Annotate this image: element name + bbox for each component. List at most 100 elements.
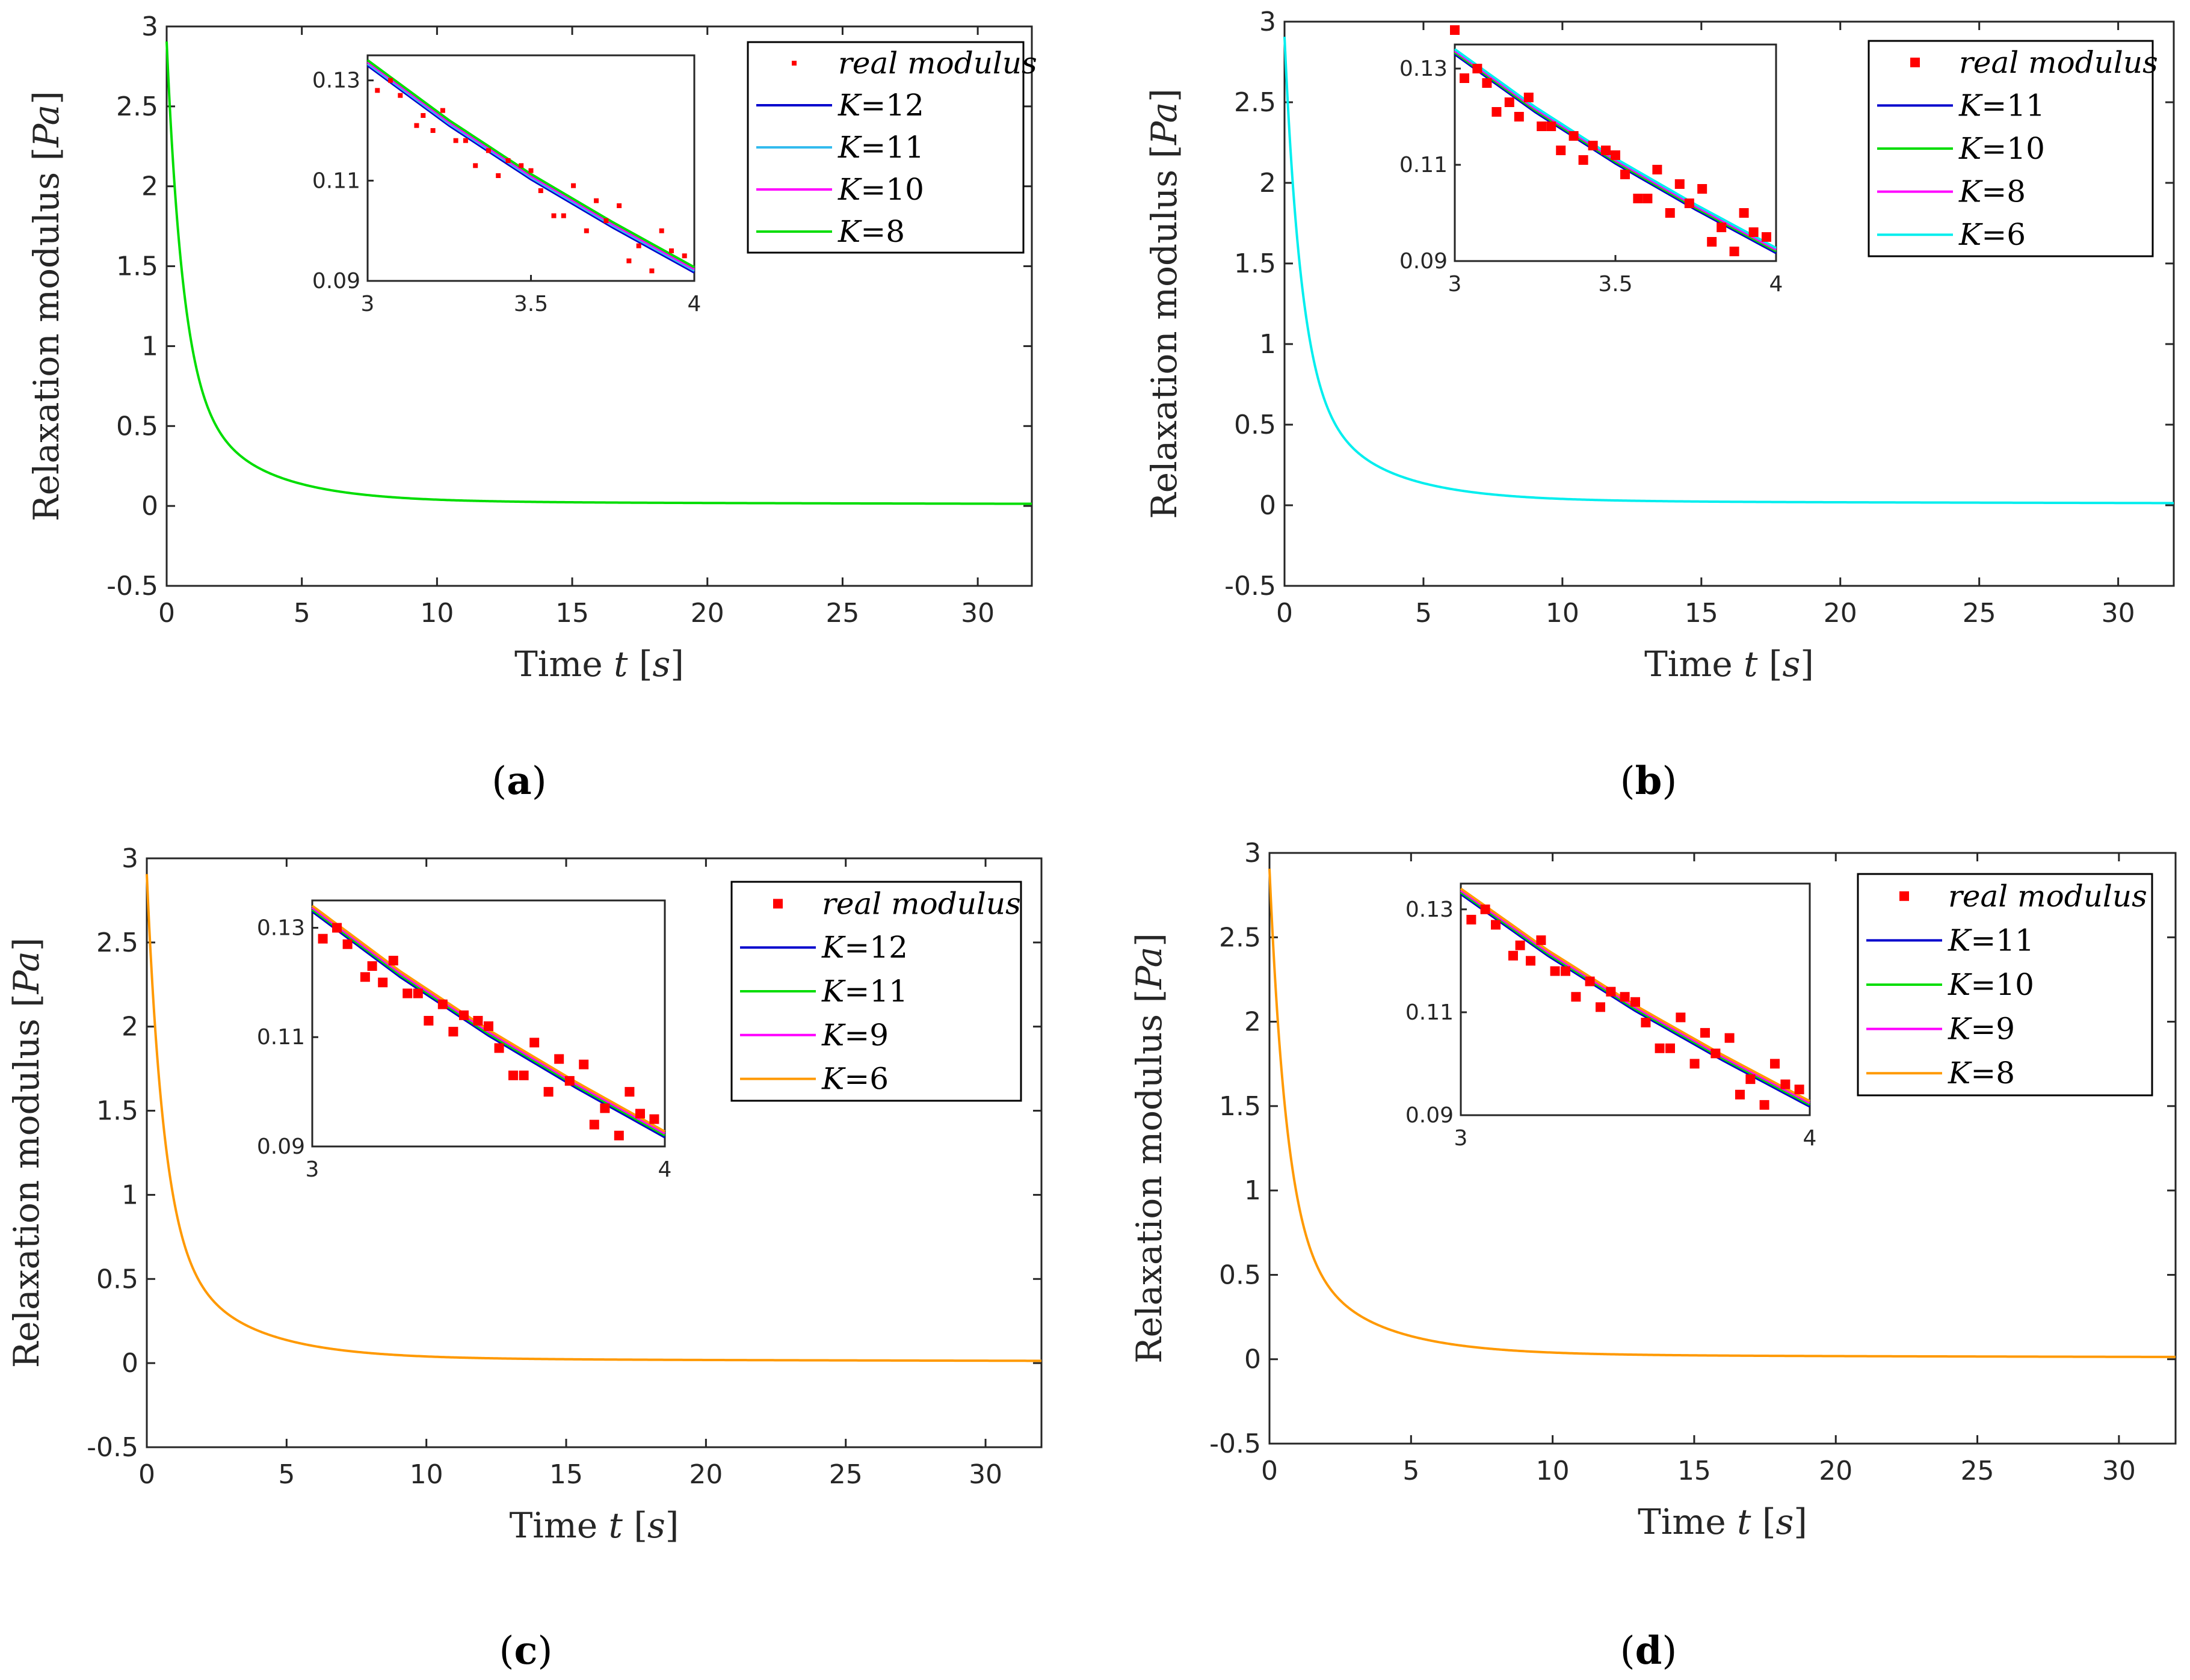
inset-x-tick-label: 4 <box>658 1157 672 1182</box>
legend-label: K=8 <box>1948 1056 2015 1091</box>
data-point <box>554 1054 564 1064</box>
inset-fit-curve <box>366 64 695 274</box>
inset-x-tick-label: 4 <box>688 292 702 316</box>
inset-x-tick-label: 3.5 <box>514 292 548 316</box>
inset-y-tick-label: 0.11 <box>257 1025 305 1050</box>
legend-label: K=6 <box>1958 217 2026 252</box>
legend-marker <box>773 899 783 909</box>
legend-marker <box>792 61 797 66</box>
data-point <box>1606 986 1616 997</box>
inset-x-tick-label: 3.5 <box>1598 272 1632 297</box>
inset-y-tick-label: 0.09 <box>1405 1103 1454 1128</box>
legend-label: K=9 <box>1948 1012 2015 1047</box>
legend-label: K=10 <box>1948 967 2034 1002</box>
data-point <box>1556 146 1566 155</box>
x-tick-label: 30 <box>2102 598 2135 629</box>
data-point <box>458 1010 469 1020</box>
x-tick-label: 5 <box>278 1459 295 1490</box>
y-tick-label: 3 <box>1244 838 1261 869</box>
data-point <box>1571 992 1581 1002</box>
y-tick-label: 3 <box>141 11 158 42</box>
y-tick-label: 0.5 <box>1234 410 1276 440</box>
inset-fit-curve <box>366 59 695 269</box>
panel-caption: (c) <box>499 1628 553 1673</box>
data-point <box>1724 1033 1735 1043</box>
data-point <box>668 248 674 253</box>
data-point <box>1700 1028 1710 1038</box>
data-point <box>1665 1043 1675 1053</box>
data-point <box>1491 107 1502 117</box>
inset-fit-curve <box>366 63 695 272</box>
y-tick-label: 2.5 <box>1234 87 1276 118</box>
data-point <box>626 258 632 263</box>
data-point <box>403 988 413 998</box>
x-tick-label: 0 <box>1261 1456 1278 1486</box>
panel-caption: (a) <box>492 758 546 804</box>
data-point <box>332 923 342 933</box>
x-tick-label: 20 <box>1819 1456 1852 1486</box>
data-point <box>1689 1059 1700 1069</box>
data-point <box>1717 223 1727 232</box>
data-point <box>1697 184 1707 194</box>
data-point <box>414 123 419 128</box>
x-tick-label: 15 <box>1677 1456 1711 1486</box>
data-point <box>603 218 609 223</box>
y-tick-label: 3 <box>122 843 138 874</box>
data-point <box>1655 1043 1665 1053</box>
data-point <box>1620 992 1630 1002</box>
y-tick-label: 0 <box>1259 490 1276 521</box>
data-point <box>1460 73 1470 83</box>
x-tick-label: 20 <box>691 598 724 629</box>
y-tick-label: 1.5 <box>116 251 158 282</box>
data-point <box>1588 141 1598 150</box>
data-point <box>1611 150 1620 160</box>
data-point <box>1561 966 1570 976</box>
y-tick-label: 2 <box>1259 168 1276 198</box>
x-tick-label: 30 <box>961 598 995 629</box>
legend-label: K=6 <box>821 1062 889 1097</box>
x-tick-label: 30 <box>969 1459 1002 1490</box>
x-tick-label: 0 <box>1276 598 1293 629</box>
data-point <box>508 1070 519 1080</box>
x-tick-label: 25 <box>1961 1456 1994 1486</box>
x-tick-label: 15 <box>555 598 589 629</box>
data-point <box>1729 247 1739 256</box>
data-point <box>571 183 576 188</box>
data-point <box>424 1015 434 1026</box>
data-point <box>600 1103 610 1113</box>
y-tick-label: 2.5 <box>116 91 158 122</box>
y-tick-label: 1 <box>141 331 158 362</box>
x-tick-label: 5 <box>1415 598 1432 629</box>
data-point <box>1633 194 1643 203</box>
data-point <box>437 999 448 1009</box>
data-point <box>1526 956 1535 966</box>
legend-label: K=12 <box>821 930 908 965</box>
data-point <box>473 163 478 168</box>
inset-fit-curve <box>1460 889 1810 1104</box>
y-tick-label: 0 <box>1244 1344 1261 1375</box>
data-point <box>1491 920 1501 930</box>
y-tick-label: 2 <box>141 171 158 202</box>
data-point <box>505 158 511 163</box>
legend-label: K=10 <box>837 172 924 207</box>
y-tick-label: 1.5 <box>1234 248 1276 279</box>
panel-caption: (d) <box>1620 1628 1677 1673</box>
data-point <box>486 148 491 153</box>
inset-fit-curve <box>311 908 665 1137</box>
data-point <box>659 228 664 233</box>
data-point <box>1466 914 1476 925</box>
data-point <box>1550 966 1560 976</box>
data-point <box>1578 155 1588 165</box>
data-point <box>1684 198 1694 208</box>
plot-area <box>146 857 1043 1448</box>
data-point <box>1739 208 1749 218</box>
x-tick-label: 10 <box>1546 598 1579 629</box>
inset-y-tick-label: 0.13 <box>1399 57 1448 81</box>
data-point <box>1665 208 1675 218</box>
data-point <box>496 173 501 178</box>
relaxation-curve <box>1268 869 2176 1358</box>
x-axis-label: Time t [s] <box>514 644 684 685</box>
data-point <box>1676 1012 1686 1023</box>
